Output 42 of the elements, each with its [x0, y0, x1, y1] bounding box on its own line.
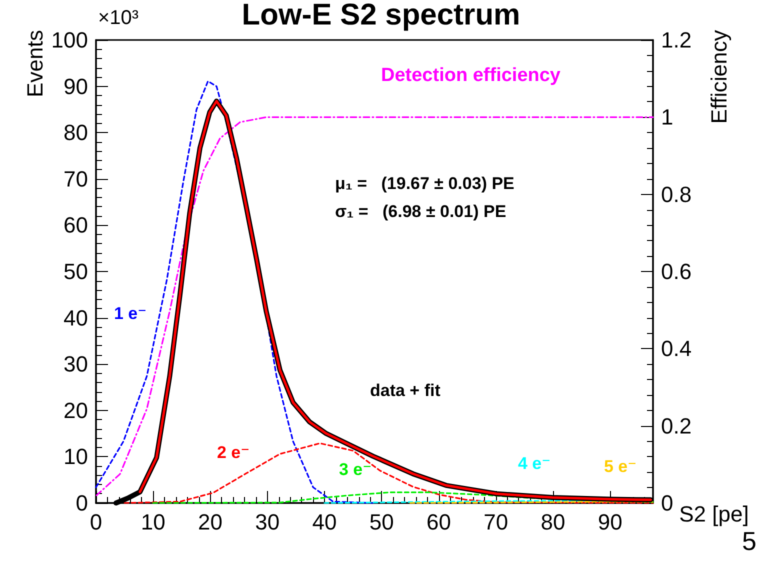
y-tick-label: 70	[64, 166, 88, 192]
annotation: 4 e⁻	[518, 454, 551, 473]
x-tick-label: 10	[140, 510, 166, 534]
x-tick-label: 80	[540, 510, 566, 534]
y2-axis-title: Efficiency	[706, 30, 732, 124]
y-tick-label: 50	[64, 259, 88, 284]
annotation: 2 e⁻	[217, 443, 250, 462]
y-tick-label: 20	[64, 398, 88, 423]
text: ×10³	[98, 7, 139, 29]
y-tick-label: 40	[64, 305, 88, 330]
y2-tick-label: 1.2	[661, 28, 692, 52]
chart-title: Low-E S2 spectrum	[242, 0, 520, 32]
y-axis-title: Events	[22, 30, 48, 98]
x-tick-label: 90	[598, 510, 622, 534]
y2-tick-label: 1	[661, 104, 674, 130]
annotation: μ₁ = (19.67 ± 0.03) PE	[335, 174, 514, 193]
annotation: σ₁ = (6.98 ± 0.01) PE	[335, 202, 506, 221]
y-tick-label: 10	[64, 444, 88, 470]
x-tick-label: 50	[369, 510, 394, 534]
x-tick-label: 70	[484, 510, 508, 534]
x-tick-label: 30	[255, 510, 280, 534]
y-tick-label: 0	[76, 490, 88, 516]
annotation: data + fit	[370, 381, 441, 400]
y-tick-label: 100	[51, 28, 88, 52]
y2-tick-label: 0.2	[661, 413, 692, 438]
y-tick-label: 60	[64, 212, 88, 238]
x-tick-label: 40	[312, 510, 337, 534]
annotation: 3 e⁻	[339, 460, 372, 479]
x-tick-label: 60	[426, 510, 452, 534]
y2-tick-label: 0	[661, 490, 674, 516]
y-tick-label: 30	[64, 352, 88, 377]
y2-tick-label: 0.6	[661, 259, 692, 284]
x-tick-label: 20	[198, 510, 222, 534]
y2-tick-label: 0.8	[661, 182, 692, 207]
x-axis-title: S2 [pe]	[679, 502, 749, 526]
y-tick-label: 80	[64, 120, 88, 146]
text: 5	[742, 526, 756, 556]
annotation: 1 e⁻	[114, 304, 147, 323]
annotation: Detection efficiency	[381, 65, 561, 86]
y-tick-label: 90	[64, 74, 88, 99]
y2-tick-label: 0.4	[661, 336, 692, 362]
annotation: 5 e⁻	[604, 457, 637, 476]
